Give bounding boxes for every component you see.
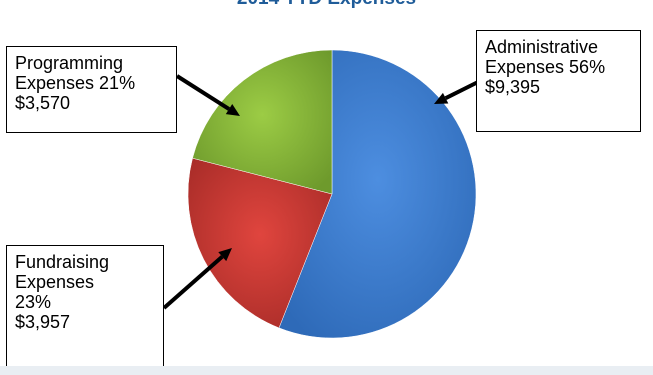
callout-fundraising: Fundraising Expenses 23% $3,957 <box>6 245 164 368</box>
callout-fund-line-2: Expenses <box>15 272 95 292</box>
arrow-fundraising <box>162 248 232 310</box>
callout-fund-line-1: Fundraising <box>15 252 110 272</box>
bottom-band <box>0 366 653 375</box>
callout-admin-line-3: $9,395 <box>485 77 541 97</box>
callout-prog-line-1: Programming <box>15 53 124 73</box>
slice-programming <box>192 49 333 195</box>
pie-slices <box>187 49 477 339</box>
arrow-programming <box>175 74 240 116</box>
callout-fund-line-3: 23% <box>15 292 52 312</box>
callout-fund-line-4: $3,957 <box>15 312 71 332</box>
slice-fundraising <box>187 157 333 329</box>
callout-admin-line-2: Expenses 56% <box>485 57 606 77</box>
callout-administrative: Administrative Expenses 56% $9,395 <box>476 30 641 132</box>
callout-admin-line-1: Administrative <box>485 37 599 57</box>
slice-administrative <box>278 49 477 339</box>
callout-programming: Programming Expenses 21% $3,570 <box>6 46 177 133</box>
callout-prog-line-3: $3,570 <box>15 93 71 113</box>
chart-title: 2014 YTD Expenses <box>0 0 653 10</box>
arrow-administrative <box>434 80 479 104</box>
callout-arrows <box>162 74 479 310</box>
callout-prog-line-2: Expenses 21% <box>15 73 136 93</box>
